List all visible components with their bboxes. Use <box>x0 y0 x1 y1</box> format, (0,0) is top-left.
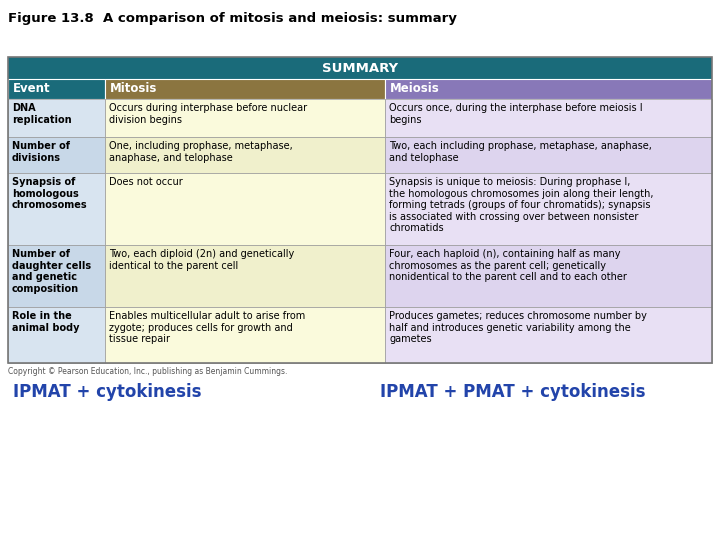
Bar <box>8 173 105 245</box>
Text: Produces gametes; reduces chromosome number by
half and introduces genetic varia: Produces gametes; reduces chromosome num… <box>389 311 647 344</box>
Bar <box>385 79 712 99</box>
Bar <box>8 99 105 137</box>
Bar <box>385 137 712 173</box>
Text: Figure 13.8  A comparison of mitosis and meiosis: summary: Figure 13.8 A comparison of mitosis and … <box>8 12 457 25</box>
Bar <box>385 173 712 245</box>
Text: Event: Event <box>13 83 50 96</box>
Bar <box>105 79 385 99</box>
Text: Number of
daughter cells
and genetic
composition: Number of daughter cells and genetic com… <box>12 249 91 294</box>
Bar <box>8 307 105 363</box>
Bar <box>8 57 712 79</box>
Bar <box>105 173 385 245</box>
Text: Meiosis: Meiosis <box>390 83 440 96</box>
Text: DNA
replication: DNA replication <box>12 103 71 125</box>
Text: SUMMARY: SUMMARY <box>322 62 398 75</box>
Bar <box>105 245 385 307</box>
Text: Does not occur: Does not occur <box>109 177 183 187</box>
Text: Four, each haploid (n), containing half as many
chromosomes as the parent cell; : Four, each haploid (n), containing half … <box>389 249 627 282</box>
Bar <box>385 245 712 307</box>
Bar <box>105 137 385 173</box>
Text: One, including prophase, metaphase,
anaphase, and telophase: One, including prophase, metaphase, anap… <box>109 141 293 163</box>
Text: Occurs once, during the interphase before meiosis I
begins: Occurs once, during the interphase befor… <box>389 103 643 125</box>
Text: IPMAT + PMAT + cytokinesis: IPMAT + PMAT + cytokinesis <box>380 383 646 401</box>
Bar <box>385 307 712 363</box>
Text: IPMAT + cytokinesis: IPMAT + cytokinesis <box>13 383 202 401</box>
Text: Occurs during interphase before nuclear
division begins: Occurs during interphase before nuclear … <box>109 103 307 125</box>
Bar <box>105 307 385 363</box>
Text: Role in the
animal body: Role in the animal body <box>12 311 79 333</box>
Text: Copyright © Pearson Education, Inc., publishing as Benjamin Cummings.: Copyright © Pearson Education, Inc., pub… <box>8 367 287 376</box>
Bar <box>8 79 105 99</box>
Text: Two, each diploid (2n) and genetically
identical to the parent cell: Two, each diploid (2n) and genetically i… <box>109 249 294 271</box>
Bar <box>8 245 105 307</box>
Bar <box>8 57 712 363</box>
Text: Mitosis: Mitosis <box>110 83 158 96</box>
Bar <box>105 99 385 137</box>
Text: Synapsis is unique to meiosis: During prophase I,
the homologous chromosomes joi: Synapsis is unique to meiosis: During pr… <box>389 177 654 233</box>
Bar <box>385 99 712 137</box>
Text: Synapsis of
homologous
chromosomes: Synapsis of homologous chromosomes <box>12 177 88 210</box>
Text: Two, each including prophase, metaphase, anaphase,
and telophase: Two, each including prophase, metaphase,… <box>389 141 652 163</box>
Text: Enables multicellular adult to arise from
zygote; produces cells for growth and
: Enables multicellular adult to arise fro… <box>109 311 305 344</box>
Text: Number of
divisions: Number of divisions <box>12 141 70 163</box>
Bar <box>8 137 105 173</box>
